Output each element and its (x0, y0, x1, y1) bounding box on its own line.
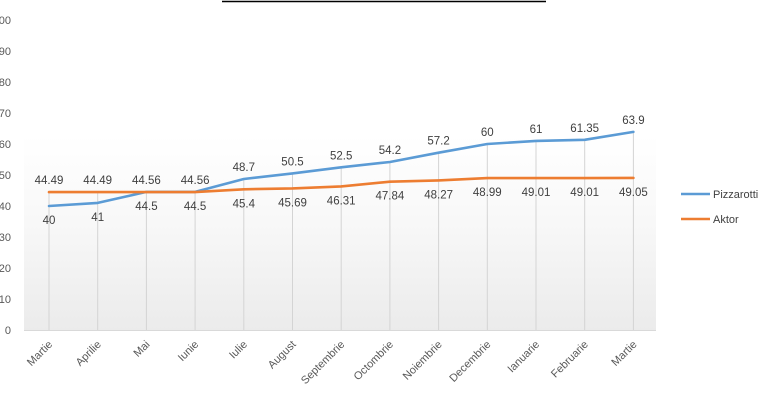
x-tick-label: Iulie (227, 339, 250, 362)
data-label: 47.84 (376, 191, 405, 203)
data-label: 45.69 (278, 197, 307, 209)
data-label: 44.49 (35, 175, 64, 187)
data-labels: 40 44.49 41 44.49 44.56 44.5 44.56 44.5 48.7 45.4… (35, 115, 648, 227)
x-tick-label: Mai (131, 339, 152, 360)
drop-lines (48, 131, 634, 330)
data-label: 49.01 (570, 187, 599, 199)
data-label: 46.31 (327, 195, 356, 207)
plot-area (24, 135, 656, 331)
y-tick-label: 90 (0, 46, 11, 58)
data-label: 61.35 (570, 123, 599, 135)
legend: Pizzarotti Aktor (681, 189, 758, 226)
data-label: 49.01 (522, 187, 551, 199)
x-tick-label: Februarie (549, 339, 591, 381)
x-tick-label: Aprilie (74, 339, 104, 369)
y-tick-label: 30 (0, 232, 11, 244)
data-label: 44.5 (135, 201, 157, 213)
data-label: 48.27 (424, 189, 453, 201)
data-label: 52.5 (330, 150, 352, 162)
x-tick-label: Decembrie (447, 339, 493, 385)
data-label: 54.2 (379, 145, 401, 157)
x-tick-label: Iunie (176, 339, 201, 364)
x-tick-label: Ianuarie (506, 339, 543, 376)
data-label: 57.2 (427, 136, 449, 148)
x-tick-label: Martie (609, 339, 639, 369)
data-label: 44.5 (184, 201, 206, 213)
data-label: 63.9 (622, 115, 644, 127)
data-label: 44.56 (132, 175, 161, 187)
data-label: 48.99 (473, 187, 502, 199)
x-axis: Martie Aprilie Mai Iunie Iulie August Septembr… (24, 330, 656, 387)
y-axis: 0 10 20 30 40 50 60 70 80 90 100 (0, 15, 11, 337)
data-label: 49.05 (619, 187, 648, 199)
data-label: 50.5 (281, 156, 303, 168)
y-tick-label: 20 (0, 263, 11, 275)
y-tick-label: 80 (0, 77, 11, 89)
y-tick-label: 10 (0, 294, 11, 306)
y-tick-label: 50 (0, 170, 11, 182)
data-label: 48.7 (233, 162, 255, 174)
data-label: 61 (530, 124, 543, 136)
legend-label: Pizzarotti (713, 189, 758, 201)
x-tick-label: August (266, 339, 299, 372)
x-tick-label: Octombrie (352, 339, 396, 383)
y-tick-label: 70 (0, 108, 11, 120)
y-tick-label: 100 (0, 15, 11, 27)
data-label: 40 (43, 215, 56, 227)
x-tick-label: Noiembrie (401, 339, 445, 383)
data-label: 44.49 (83, 175, 112, 187)
y-tick-label: 40 (0, 201, 11, 213)
y-tick-label: 0 (5, 325, 11, 337)
data-label: 44.56 (181, 175, 210, 187)
series-line-aktor (47, 176, 635, 194)
x-tick-label: Septembrie (299, 339, 347, 387)
y-tick-label: 60 (0, 139, 11, 151)
legend-label: Aktor (713, 214, 739, 226)
x-tick-label: Martie (25, 339, 55, 369)
data-label: 45.4 (233, 198, 256, 210)
data-label: 41 (91, 212, 104, 224)
series-lines (47, 130, 635, 208)
data-label: 60 (481, 127, 494, 139)
